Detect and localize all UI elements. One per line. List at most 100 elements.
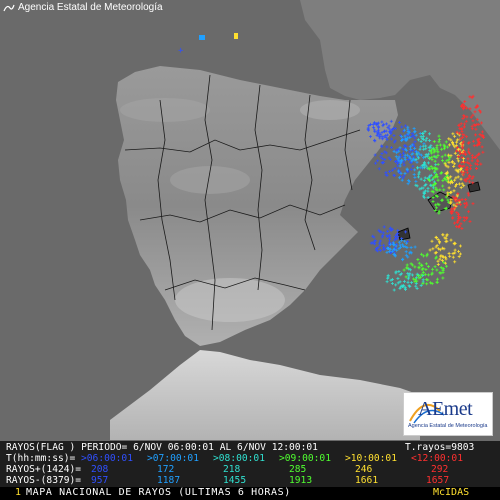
strike-mark [423, 254, 424, 258]
strike-mark [410, 268, 411, 272]
strike-mark [409, 251, 410, 255]
strike-mark [403, 151, 404, 155]
strike-mark [452, 255, 454, 259]
strike-mark [372, 234, 374, 238]
aemet-swoosh-icon [409, 403, 445, 424]
strike-mark [390, 242, 391, 246]
strike-mark [476, 167, 477, 170]
strike-mark [454, 145, 456, 149]
strike-mark [381, 144, 382, 148]
strike-mark [456, 140, 457, 144]
strike-mark [448, 153, 449, 157]
strike-mark [378, 130, 379, 134]
strike-mark [420, 263, 422, 267]
strike-mark [413, 127, 415, 131]
strike-mark [390, 131, 392, 135]
strike-mark [382, 137, 383, 141]
strike-mark [426, 254, 428, 258]
strike-mark [453, 164, 455, 168]
strike-mark [413, 172, 415, 176]
strike-mark [385, 133, 387, 137]
strike-mark [405, 250, 407, 254]
strike-mark [461, 182, 463, 186]
strike-mark [460, 203, 461, 207]
strike-mark [373, 235, 375, 239]
strike-mark [464, 100, 466, 103]
strike-mark [427, 154, 428, 158]
strike-mark [433, 186, 434, 190]
strike-mark [436, 244, 438, 247]
strike-mark [389, 251, 391, 255]
strike-mark [436, 194, 438, 198]
strike-mark [379, 244, 381, 247]
strike-mark [432, 247, 434, 251]
strike-mark [425, 164, 427, 168]
strike-mark [460, 244, 461, 248]
strike-mark [447, 165, 449, 169]
strike-mark [431, 189, 433, 193]
strike-mark [398, 160, 399, 164]
strike-mark [430, 165, 432, 169]
strike-mark [474, 124, 476, 128]
strike-mark [441, 155, 443, 159]
strike-mark [402, 243, 403, 247]
strike-mark [458, 148, 460, 152]
strike-mark [396, 248, 398, 252]
strike-mark [456, 225, 457, 229]
strike-mark [389, 242, 390, 246]
strike-mark [462, 107, 464, 111]
strike-mark [448, 180, 449, 184]
strike-mark [447, 145, 448, 149]
strike-mark [380, 239, 381, 243]
strike-mark [447, 174, 449, 178]
strike-mark [461, 170, 463, 174]
strike-mark [463, 106, 465, 110]
strike-mark [432, 195, 434, 199]
strike-mark [452, 181, 453, 184]
strike-mark [393, 241, 394, 245]
strike-mark [445, 261, 446, 265]
strike-mark [409, 156, 411, 160]
strike-mark [379, 241, 380, 245]
strike-mark [416, 152, 418, 156]
strike-mark [386, 145, 388, 149]
strike-mark [418, 138, 419, 142]
strike-mark [390, 119, 392, 123]
strike-mark [482, 150, 484, 154]
strike-mark [477, 143, 479, 146]
strike-mark [404, 153, 406, 157]
strike-mark [460, 222, 462, 226]
strike-mark [425, 147, 427, 151]
strike-mark [472, 202, 474, 206]
strike-mark [402, 147, 404, 151]
strike-mark [422, 144, 424, 148]
strike-mark [398, 270, 400, 273]
strike-mark [423, 196, 425, 200]
balearic-islands [467, 181, 481, 193]
positive-count: 172 [157, 464, 175, 475]
strike-mark [431, 158, 433, 162]
strike-mark [380, 230, 382, 234]
strike-mark [456, 196, 457, 200]
strike-mark [406, 241, 407, 245]
strike-mark [444, 176, 445, 180]
strike-mark [400, 245, 401, 249]
strike-mark [435, 194, 437, 197]
strike-mark [420, 177, 422, 181]
strike-mark [446, 264, 447, 268]
strike-mark [432, 199, 434, 203]
strike-mark [426, 282, 428, 286]
strike-mark [380, 155, 382, 159]
strike-mark [430, 173, 432, 177]
strike-mark [410, 251, 412, 255]
strike-mark [437, 150, 439, 154]
strike-mark [376, 133, 378, 137]
strike-mark [436, 147, 438, 151]
strike-mark [441, 198, 443, 202]
strike-mark [431, 282, 433, 286]
strike-mark [429, 248, 431, 252]
strike-mark [466, 201, 467, 205]
strike-mark [416, 150, 417, 154]
strike-mark [409, 179, 410, 183]
strike-mark [406, 246, 408, 249]
